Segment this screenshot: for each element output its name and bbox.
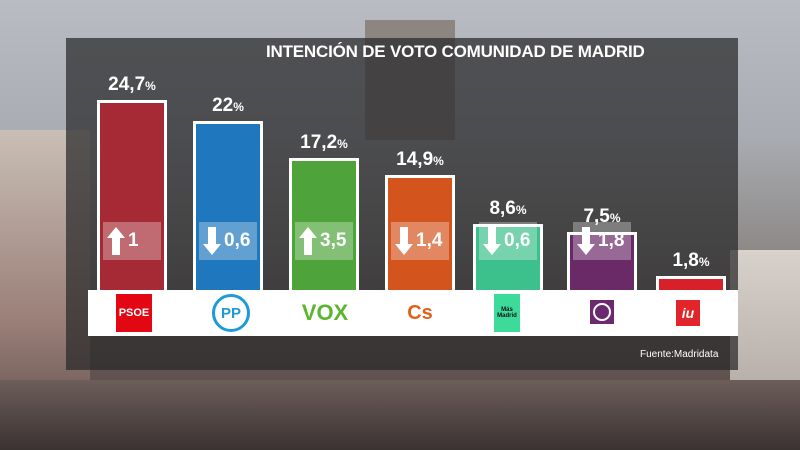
change-value: 1,4: [416, 230, 443, 251]
value-label: 24,7%: [82, 74, 182, 96]
vox-logo: VOX: [301, 300, 349, 325]
psoe-logo: PSOE: [116, 294, 152, 332]
value-number: 14,9: [396, 149, 434, 171]
bar-más-madrid: [473, 223, 543, 290]
arrow-up-icon: [107, 227, 125, 255]
value-unit: %: [433, 154, 444, 169]
value-label: 8,6%: [458, 198, 558, 220]
podemos-logo: [590, 300, 614, 324]
logo-strip: [88, 290, 738, 336]
bar-vox: [289, 157, 359, 290]
value-unit: %: [698, 255, 710, 270]
value-unit: %: [233, 99, 244, 114]
bar-pp: [193, 120, 263, 290]
value-unit: %: [515, 202, 527, 217]
value-label: 1,8%: [641, 250, 741, 272]
value-number: 22: [212, 94, 234, 116]
iu-logo: iu: [676, 300, 700, 326]
change-badge: 0,6: [199, 222, 257, 260]
chart-title: INTENCIÓN DE VOTO COMUNIDAD DE MADRID: [266, 42, 645, 61]
value-label: 7,5%: [552, 206, 652, 228]
arrow-up-icon: [299, 227, 317, 255]
bar-iu: [656, 276, 726, 290]
mas-madrid-logo: Más Madrid: [494, 294, 520, 332]
value-unit: %: [337, 136, 348, 151]
pp-logo: PP: [212, 294, 250, 332]
value-unit: %: [609, 211, 621, 226]
change-value: 3,5: [320, 230, 347, 251]
arrow-down-icon: [395, 227, 413, 255]
change-badge: 3,5: [295, 222, 353, 260]
podemos-circle-icon: [593, 303, 611, 321]
source-note: Fuente:Madridata: [640, 349, 719, 360]
value-label: 22%: [178, 95, 278, 117]
arrow-down-icon: [577, 227, 595, 255]
background-crowd: [0, 380, 800, 450]
value-number: 24,7: [108, 74, 146, 95]
value-number: 7,5: [583, 206, 610, 228]
bar-podemos: [567, 232, 637, 290]
value-number: 1,8: [672, 250, 699, 272]
bar-cs: [385, 175, 455, 290]
change-value: 1,8: [598, 230, 625, 251]
change-value: 0,6: [224, 230, 251, 251]
value-label: 17,2%: [274, 132, 374, 154]
arrow-down-icon: [203, 227, 221, 255]
change-value: 0,6: [504, 230, 531, 251]
bar-psoe: [97, 100, 167, 290]
cs-logo: Cs: [407, 301, 433, 324]
value-number: 8,6: [489, 197, 516, 219]
value-number: 17,2: [300, 131, 338, 153]
arrow-down-icon: [483, 227, 501, 255]
value-label: 14,9%: [370, 149, 470, 171]
change-badge: 1,8: [573, 222, 631, 260]
change-badge: 1: [103, 222, 161, 260]
change-badge: 1,4: [391, 222, 449, 260]
change-badge: 0,6: [479, 222, 537, 260]
change-value: 1: [128, 230, 139, 251]
value-unit: %: [145, 79, 156, 93]
